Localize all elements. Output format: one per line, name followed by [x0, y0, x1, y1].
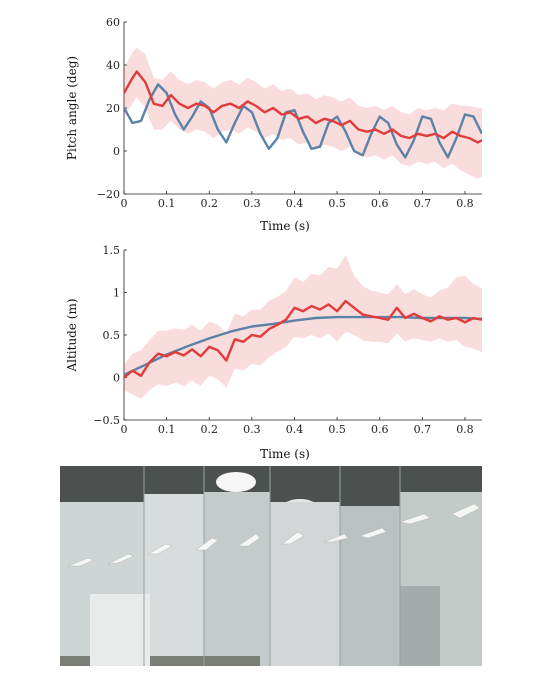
x-tick-label: 0.3: [243, 423, 261, 436]
x-tick-label: 0.6: [371, 423, 389, 436]
y-tick-label: 0: [113, 372, 120, 385]
x-tick-label: 0.1: [158, 423, 176, 436]
photo-frame: [144, 494, 204, 666]
photo-frame: [270, 502, 340, 666]
x-tick-label: 0: [121, 197, 128, 210]
x-tick-label: 0.7: [414, 197, 432, 210]
chart-panel-2: 0 0.1 0.2 0.3 0.4 0.5 0.6 0.7 0.8−0.500.511.5Tim…: [65, 244, 482, 461]
plot-area: [124, 255, 482, 399]
y-axis-label: Pitch angle (deg): [65, 56, 79, 160]
chart-panel-1: 0 0.1 0.2 0.3 0.4 0.5 0.6 0.7 0.8−200204060Time …: [65, 16, 482, 233]
x-tick-label: 0.6: [371, 197, 389, 210]
glider: [323, 533, 349, 543]
glider: [147, 543, 173, 555]
glider: [195, 537, 219, 551]
photo-board: [90, 594, 150, 666]
photo-door: [400, 586, 440, 666]
x-tick-label: 0.4: [286, 423, 304, 436]
x-tick-label: 0.3: [243, 197, 261, 210]
flight-photo-sequence: [60, 466, 482, 666]
x-tick-label: 0.2: [200, 423, 218, 436]
series-line-2: [124, 299, 482, 379]
x-tick-label: 0.5: [328, 423, 346, 436]
y-axis-label: Altitude (m): [65, 298, 79, 372]
y-tick-label: 0.5: [103, 329, 121, 342]
ceiling-light: [216, 472, 256, 492]
x-axis-label: Time (s): [260, 447, 310, 461]
y-tick-label: 60: [106, 16, 120, 29]
x-axis-label: Time (s): [260, 219, 310, 233]
confidence-band: [124, 47, 482, 179]
x-tick-label: 0.8: [456, 197, 474, 210]
glider: [107, 553, 135, 565]
y-tick-label: 1.5: [103, 244, 121, 257]
y-tick-label: 1: [113, 287, 120, 300]
y-tick-label: −0.5: [93, 414, 120, 427]
confidence-band: [124, 255, 482, 399]
x-tick-label: 0.5: [328, 197, 346, 210]
plot-area: [124, 47, 482, 179]
x-tick-label: 0: [121, 423, 128, 436]
glider: [67, 557, 95, 567]
glider-sequence: [67, 503, 481, 567]
glider: [281, 531, 305, 545]
flight-photo-image: [60, 466, 482, 666]
x-tick-label: 0.4: [286, 197, 304, 210]
glider: [451, 503, 481, 519]
x-tick-label: 0.8: [456, 423, 474, 436]
x-tick-label: 0.7: [414, 423, 432, 436]
photo-frame: [204, 492, 270, 666]
series-line-2: [124, 70, 482, 144]
series-line-1: [124, 315, 482, 376]
y-tick-label: −20: [97, 188, 120, 201]
photo-frame: [340, 506, 400, 666]
y-tick-label: 40: [106, 59, 120, 72]
x-tick-label: 0.2: [200, 197, 218, 210]
glider: [359, 527, 387, 539]
y-tick-label: 0: [113, 145, 120, 158]
glider: [399, 513, 431, 525]
glider: [237, 533, 261, 547]
photo-frame-borders: [143, 466, 401, 666]
x-tick-label: 0.1: [158, 197, 176, 210]
photo-floor: [60, 656, 260, 666]
y-tick-label: 20: [106, 102, 120, 115]
series-line-1: [124, 83, 482, 159]
